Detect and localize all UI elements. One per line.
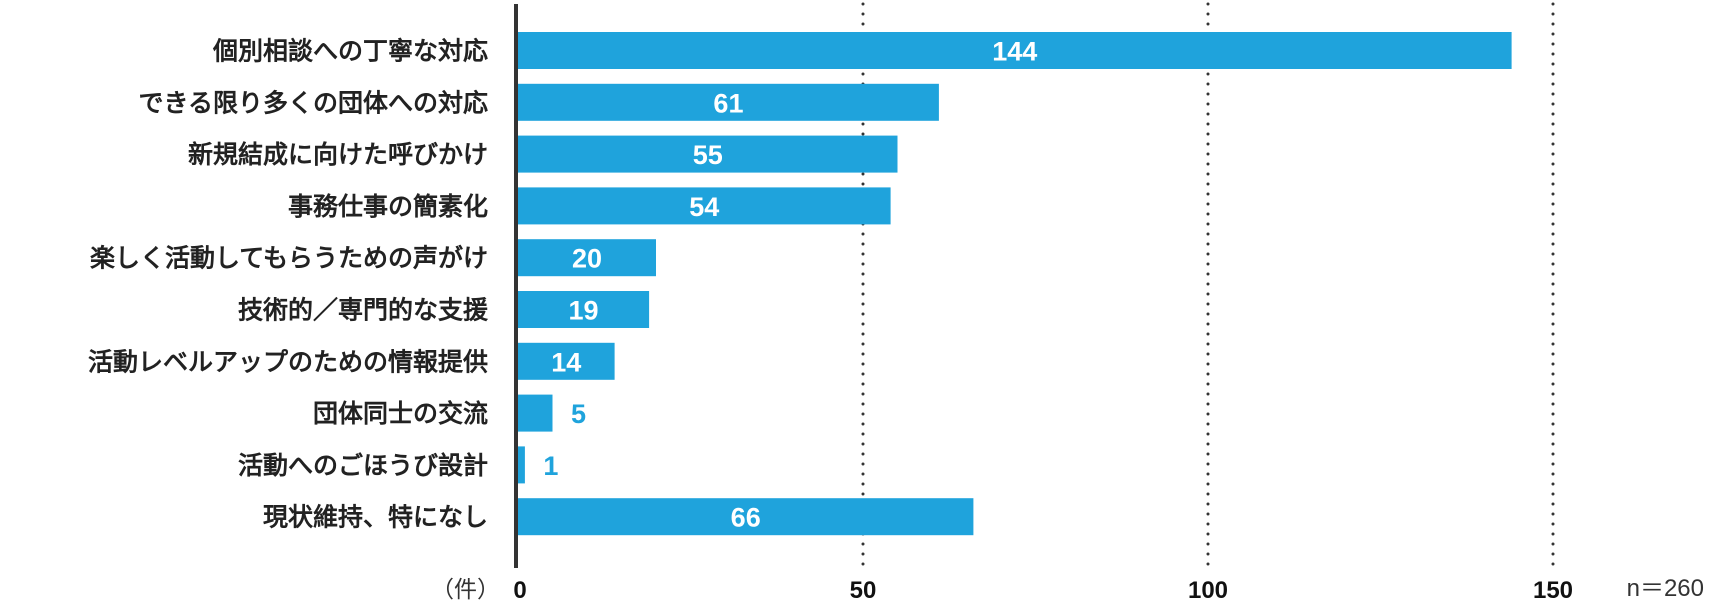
x-tick-labels: 0 50 100 150 [513, 577, 1573, 603]
value-label-6: 14 [551, 347, 581, 377]
bar-0 [518, 32, 1512, 69]
bar-1 [518, 83, 939, 121]
bar-8 [518, 446, 525, 484]
tick-label-100: 100 [1188, 577, 1228, 603]
category-label-3: 事務仕事の簡素化 [288, 192, 488, 221]
value-label-5: 19 [569, 296, 599, 326]
gridlines [861, 2, 1555, 570]
bar-2 [518, 135, 898, 173]
category-label-7: 団体同士の交流 [313, 399, 488, 428]
value-label-4: 20 [572, 244, 602, 274]
bar-7 [518, 394, 553, 432]
category-label-8: 活動へのごほうび設計 [238, 451, 488, 480]
value-label-0: 144 [992, 37, 1037, 67]
bar-6 [518, 342, 615, 380]
category-label-1: できる限り多くの団体への対応 [138, 88, 488, 117]
category-label-5: 技術的／専門的な支援 [238, 296, 489, 325]
category-label-6: 活動レベルアップのための情報提供 [88, 347, 488, 376]
value-label-3: 54 [689, 192, 719, 222]
value-label-7: 5 [571, 399, 586, 429]
unit-label: （件） [431, 577, 500, 603]
value-label-1: 61 [713, 88, 743, 118]
category-labels: 個別相談への丁寧な対応できる限り多くの団体への対応新規結成に向けた呼びかけ事務仕… [88, 37, 489, 532]
tick-label-0: 0 [513, 577, 526, 603]
value-label-2: 55 [693, 140, 723, 170]
tick-label-150: 150 [1533, 577, 1573, 603]
category-label-2: 新規結成に向けた呼びかけ [188, 140, 488, 169]
value-labels: 144 61 55 54 20 19 14 51 66 [543, 37, 1037, 533]
value-label-8: 1 [543, 451, 558, 481]
bar-9 [518, 498, 974, 536]
value-label-9: 66 [731, 503, 761, 533]
bar-4 [518, 239, 656, 277]
bar-3 [518, 187, 891, 225]
bars [518, 32, 1512, 536]
category-label-0: 個別相談への丁寧な対応 [212, 37, 488, 66]
category-label-9: 現状維持、特になし [263, 503, 488, 532]
tick-label-50: 50 [850, 577, 877, 603]
sample-size-note: n＝260 [1627, 575, 1704, 602]
bar-5 [518, 291, 650, 328]
category-label-4: 楽しく活動してもらうための声がけ [90, 244, 488, 273]
